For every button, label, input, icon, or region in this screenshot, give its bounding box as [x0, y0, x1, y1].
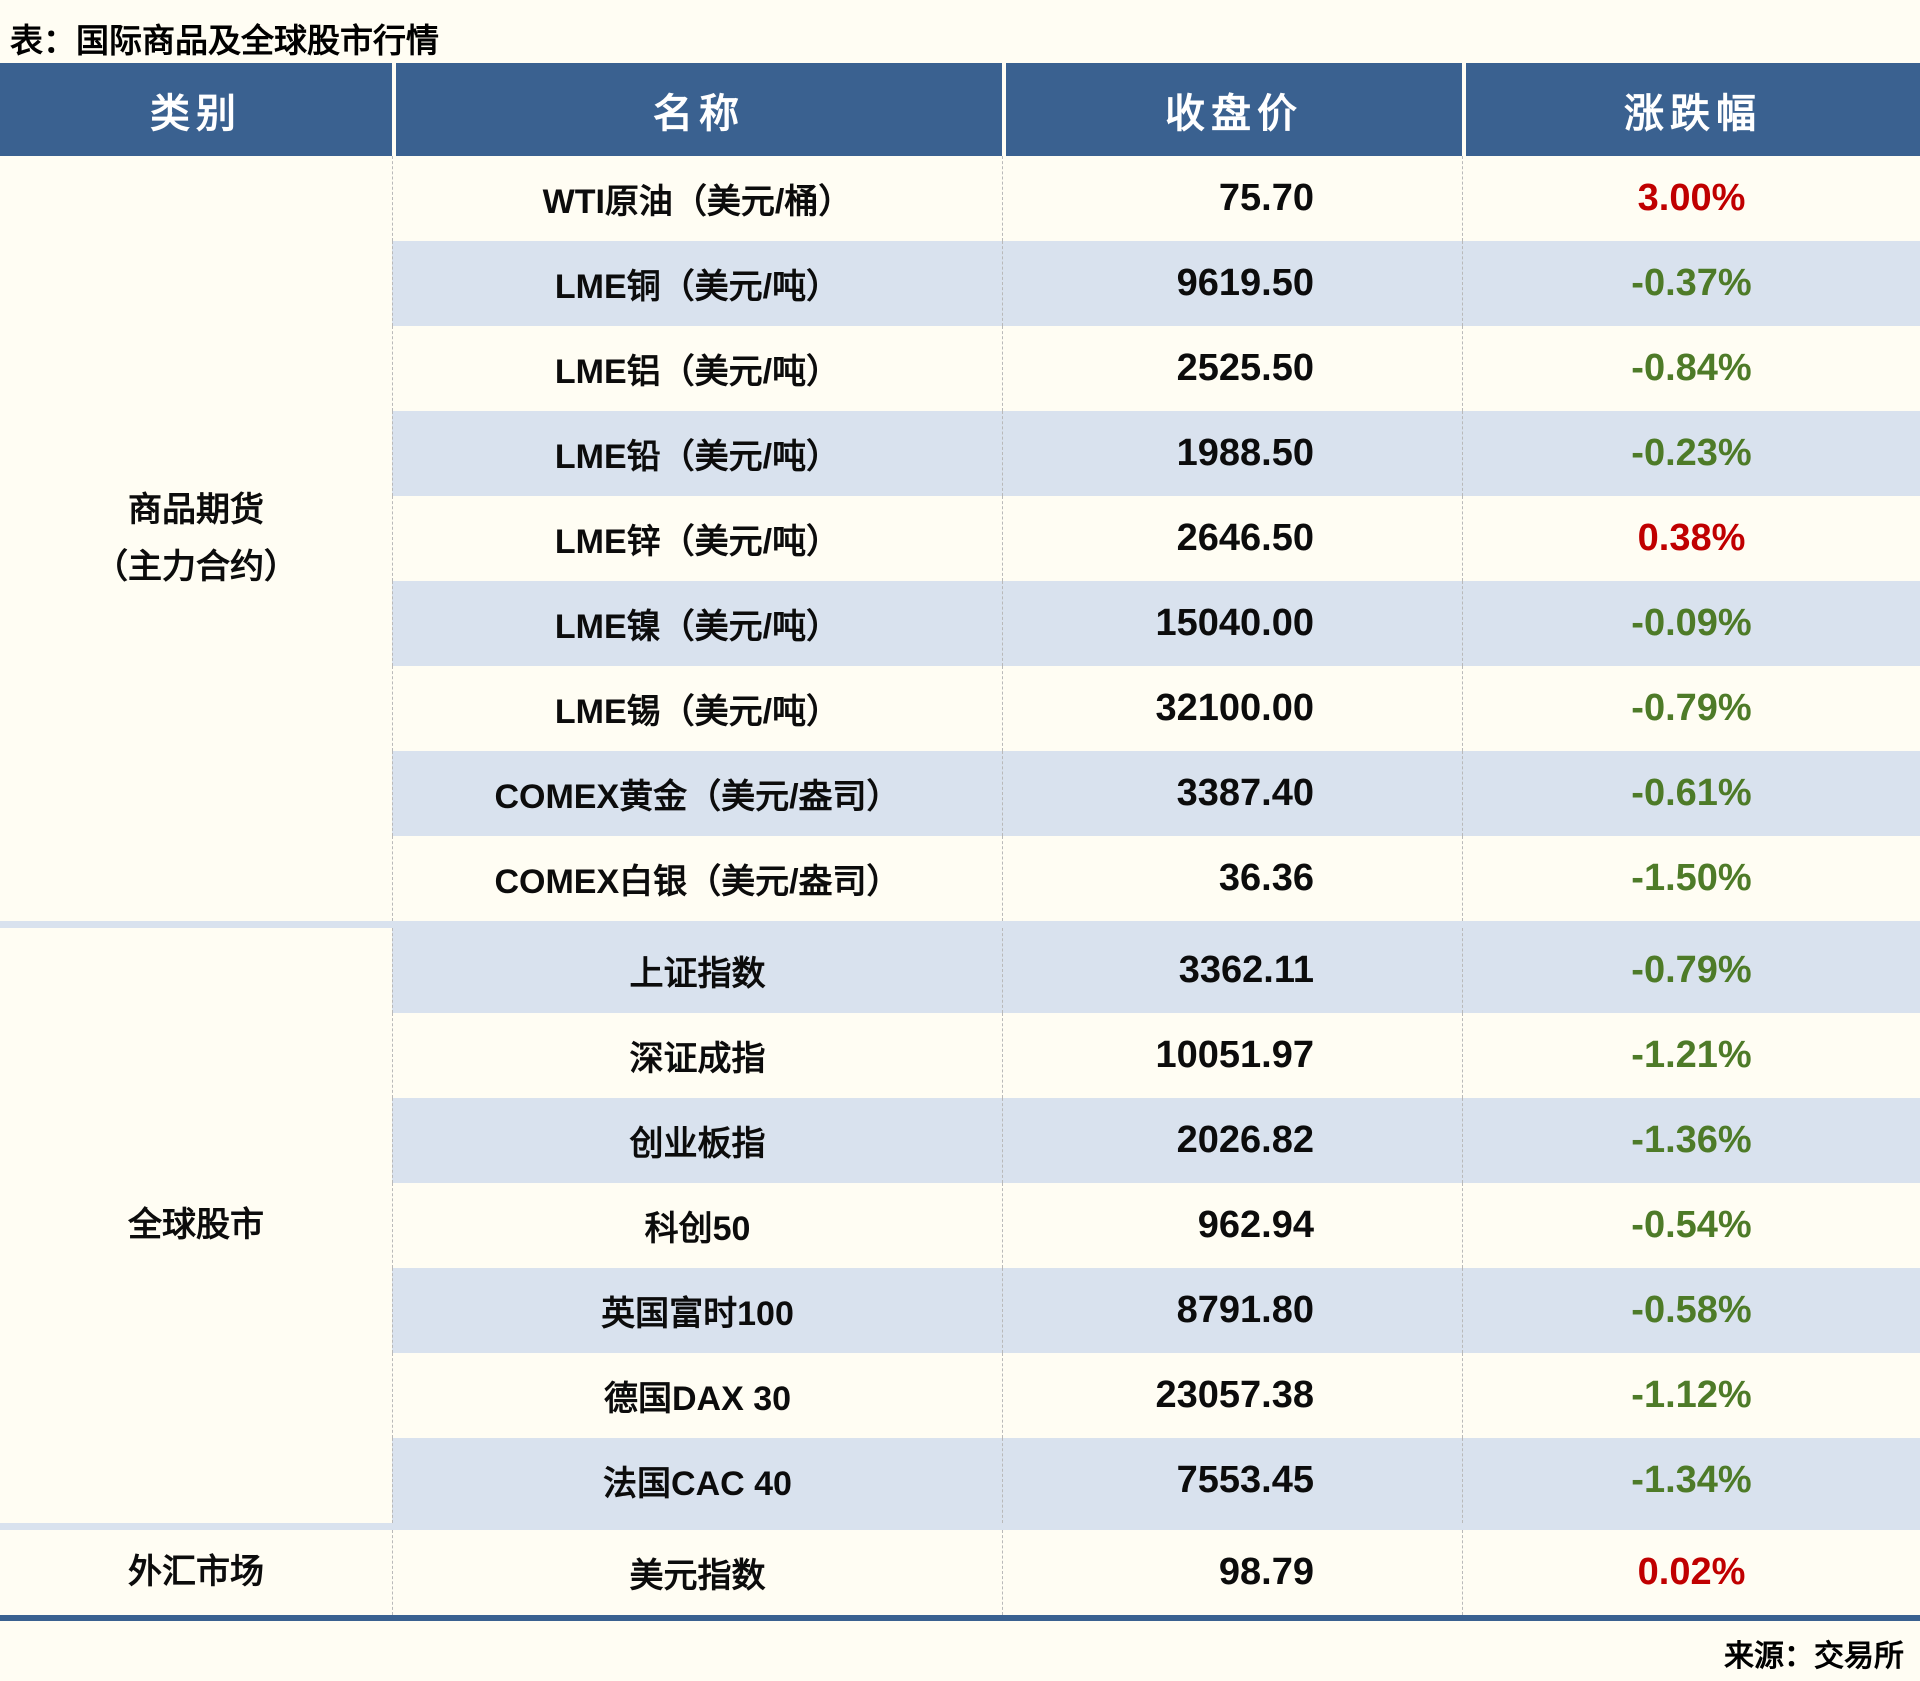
column-header-close: 收盘价	[1002, 63, 1462, 156]
change-cell: -1.21%	[1462, 1013, 1920, 1098]
source-note: 来源：交易所	[1724, 1640, 1904, 1673]
name-cell: 创业板指	[392, 1098, 1002, 1183]
group-separator	[0, 921, 1920, 928]
change-cell: -0.79%	[1462, 928, 1920, 1013]
change-cell: -0.23%	[1462, 411, 1920, 496]
change-cell: -0.37%	[1462, 241, 1920, 326]
close-cell: 36.36	[1002, 836, 1462, 921]
close-cell: 32100.00	[1002, 666, 1462, 751]
name-cell: 美元指数	[392, 1530, 1002, 1615]
close-cell: 98.79	[1002, 1530, 1462, 1615]
change-cell: -0.58%	[1462, 1268, 1920, 1353]
close-cell: 2646.50	[1002, 496, 1462, 581]
name-cell: LME铝（美元/吨）	[392, 326, 1002, 411]
close-cell: 23057.38	[1002, 1353, 1462, 1438]
close-cell: 15040.00	[1002, 581, 1462, 666]
name-cell: 英国富时100	[392, 1268, 1002, 1353]
change-cell: -1.12%	[1462, 1353, 1920, 1438]
column-header-change: 涨跌幅	[1462, 63, 1920, 156]
name-cell: 科创50	[392, 1183, 1002, 1268]
change-cell: 3.00%	[1462, 156, 1920, 241]
name-cell: LME铅（美元/吨）	[392, 411, 1002, 496]
category-cell: 外汇市场	[128, 1553, 264, 1592]
close-cell: 7553.45	[1002, 1438, 1462, 1523]
category-cell: 全球股市	[128, 1206, 264, 1245]
close-cell: 3387.40	[1002, 751, 1462, 836]
change-cell: -1.36%	[1462, 1098, 1920, 1183]
name-cell: 法国CAC 40	[392, 1438, 1002, 1523]
name-cell: LME铜（美元/吨）	[392, 241, 1002, 326]
name-cell: LME镍（美元/吨）	[392, 581, 1002, 666]
table-title: 表：国际商品及全球股市行情	[10, 22, 439, 59]
name-cell: WTI原油（美元/桶）	[392, 156, 1002, 241]
quotes-table: 类别 名称 收盘价 涨跌幅 商品期货 （主力合约） WTI原油（美元/桶） 75.7…	[0, 63, 1920, 1615]
close-cell: 8791.80	[1002, 1268, 1462, 1353]
change-cell: -1.50%	[1462, 836, 1920, 921]
name-cell: COMEX黄金（美元/盎司）	[392, 751, 1002, 836]
close-cell: 2026.82	[1002, 1098, 1462, 1183]
change-cell: 0.02%	[1462, 1530, 1920, 1615]
column-header-category: 类别	[0, 63, 392, 156]
name-cell: 深证成指	[392, 1013, 1002, 1098]
name-cell: 德国DAX 30	[392, 1353, 1002, 1438]
close-cell: 3362.11	[1002, 928, 1462, 1013]
name-cell: COMEX白银（美元/盎司）	[392, 836, 1002, 921]
close-cell: 1988.50	[1002, 411, 1462, 496]
close-cell: 10051.97	[1002, 1013, 1462, 1098]
name-cell: LME锡（美元/吨）	[392, 666, 1002, 751]
name-cell: LME锌（美元/吨）	[392, 496, 1002, 581]
change-cell: -0.84%	[1462, 326, 1920, 411]
change-cell: -0.09%	[1462, 581, 1920, 666]
close-cell: 75.70	[1002, 156, 1462, 241]
close-cell: 962.94	[1002, 1183, 1462, 1268]
close-cell: 2525.50	[1002, 326, 1462, 411]
change-cell: 0.38%	[1462, 496, 1920, 581]
change-cell: -1.34%	[1462, 1438, 1920, 1523]
change-cell: -0.61%	[1462, 751, 1920, 836]
column-header-name: 名称	[392, 63, 1002, 156]
change-cell: -0.79%	[1462, 666, 1920, 751]
name-cell: 上证指数	[392, 928, 1002, 1013]
table-bottom-rule	[0, 1615, 1920, 1621]
category-cell: 商品期货 （主力合约）	[94, 491, 298, 586]
close-cell: 9619.50	[1002, 241, 1462, 326]
group-separator	[0, 1523, 1920, 1530]
change-cell: -0.54%	[1462, 1183, 1920, 1268]
